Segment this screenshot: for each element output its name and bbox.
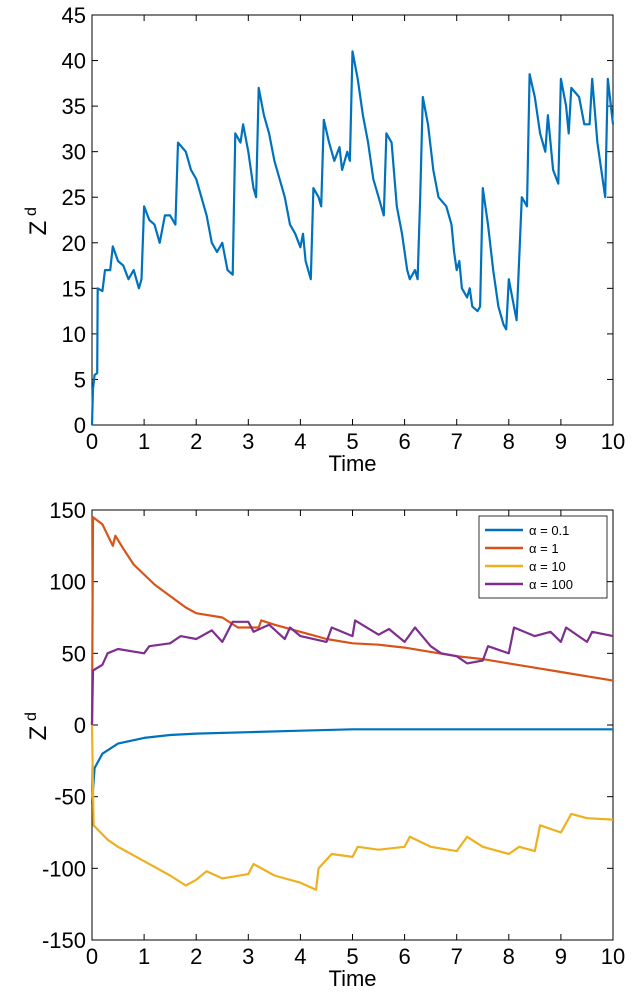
y-tick-label: 15 bbox=[62, 276, 86, 301]
data-line bbox=[90, 728, 613, 804]
x-axis-label: Time bbox=[328, 966, 376, 991]
y-axis-label-sup: d bbox=[23, 712, 40, 721]
y-tick-label: 5 bbox=[74, 367, 86, 392]
data-line bbox=[90, 516, 614, 726]
x-tick-label: 4 bbox=[294, 944, 306, 969]
y-axis-label: Zd bbox=[23, 207, 52, 235]
y-tick-label: 40 bbox=[62, 49, 86, 74]
x-tick-label: 5 bbox=[346, 429, 358, 454]
x-tick-label: 7 bbox=[451, 429, 463, 454]
legend: α = 0.1 α = 1 α = 10 α = 100 bbox=[478, 515, 608, 599]
x-tick-label: 7 bbox=[451, 944, 463, 969]
y-tick-label: 0 bbox=[74, 713, 86, 738]
y-tick-label: 100 bbox=[49, 570, 86, 595]
y-tick-label: 25 bbox=[62, 185, 86, 210]
x-tick-label: 2 bbox=[190, 429, 202, 454]
x-tick-label: 9 bbox=[555, 429, 567, 454]
x-axis-label: Time bbox=[328, 451, 376, 476]
y-tick-label: -50 bbox=[54, 785, 86, 810]
y-tick-label: -100 bbox=[42, 856, 86, 881]
x-tick-label: 10 bbox=[601, 944, 625, 969]
y-tick-label: 35 bbox=[62, 94, 86, 119]
x-tick-label: 1 bbox=[138, 944, 150, 969]
x-tick-label: 3 bbox=[242, 944, 254, 969]
y-tick-label: 150 bbox=[49, 498, 86, 523]
subplot: -150 -100 -50 0 50 100 150 0 1 2 3 4 5 6 7 8 9 10 Time Zd α … bbox=[23, 498, 625, 991]
y-tick-label: 10 bbox=[62, 322, 86, 347]
y-tick-label: 0 bbox=[74, 413, 86, 438]
legend-label: α = 0.1 bbox=[529, 523, 569, 538]
x-tick-label: 9 bbox=[555, 944, 567, 969]
x-tick-label: 2 bbox=[190, 944, 202, 969]
x-tick-label: 0 bbox=[86, 429, 98, 454]
x-tick-label: 8 bbox=[503, 429, 515, 454]
y-tick-label: 30 bbox=[62, 140, 86, 165]
y-axis-label-main: Z bbox=[25, 726, 52, 741]
data-line bbox=[90, 724, 614, 891]
x-tick-label: 5 bbox=[346, 944, 358, 969]
x-tick-label: 3 bbox=[242, 429, 254, 454]
data-line bbox=[90, 50, 615, 426]
legend-label: α = 10 bbox=[529, 559, 566, 574]
y-axis-label-sup: d bbox=[23, 207, 40, 216]
y-axis-label: Zd bbox=[23, 712, 52, 740]
x-tick-label: 8 bbox=[503, 944, 515, 969]
x-tick-label: 4 bbox=[294, 429, 306, 454]
y-tick-label: 50 bbox=[62, 641, 86, 666]
x-tick-label: 1 bbox=[138, 429, 150, 454]
y-tick-label: 20 bbox=[62, 231, 86, 256]
legend-label: α = 1 bbox=[529, 541, 559, 556]
legend-label: α = 100 bbox=[529, 577, 573, 592]
y-axis-label-main: Z bbox=[25, 221, 52, 236]
x-tick-label: 6 bbox=[398, 944, 410, 969]
x-tick-label: 0 bbox=[86, 944, 98, 969]
data-line bbox=[90, 619, 614, 726]
y-tick-label: -150 bbox=[42, 928, 86, 953]
x-tick-label: 10 bbox=[601, 429, 625, 454]
x-tick-label: 6 bbox=[398, 429, 410, 454]
y-tick-label: 45 bbox=[62, 3, 86, 28]
